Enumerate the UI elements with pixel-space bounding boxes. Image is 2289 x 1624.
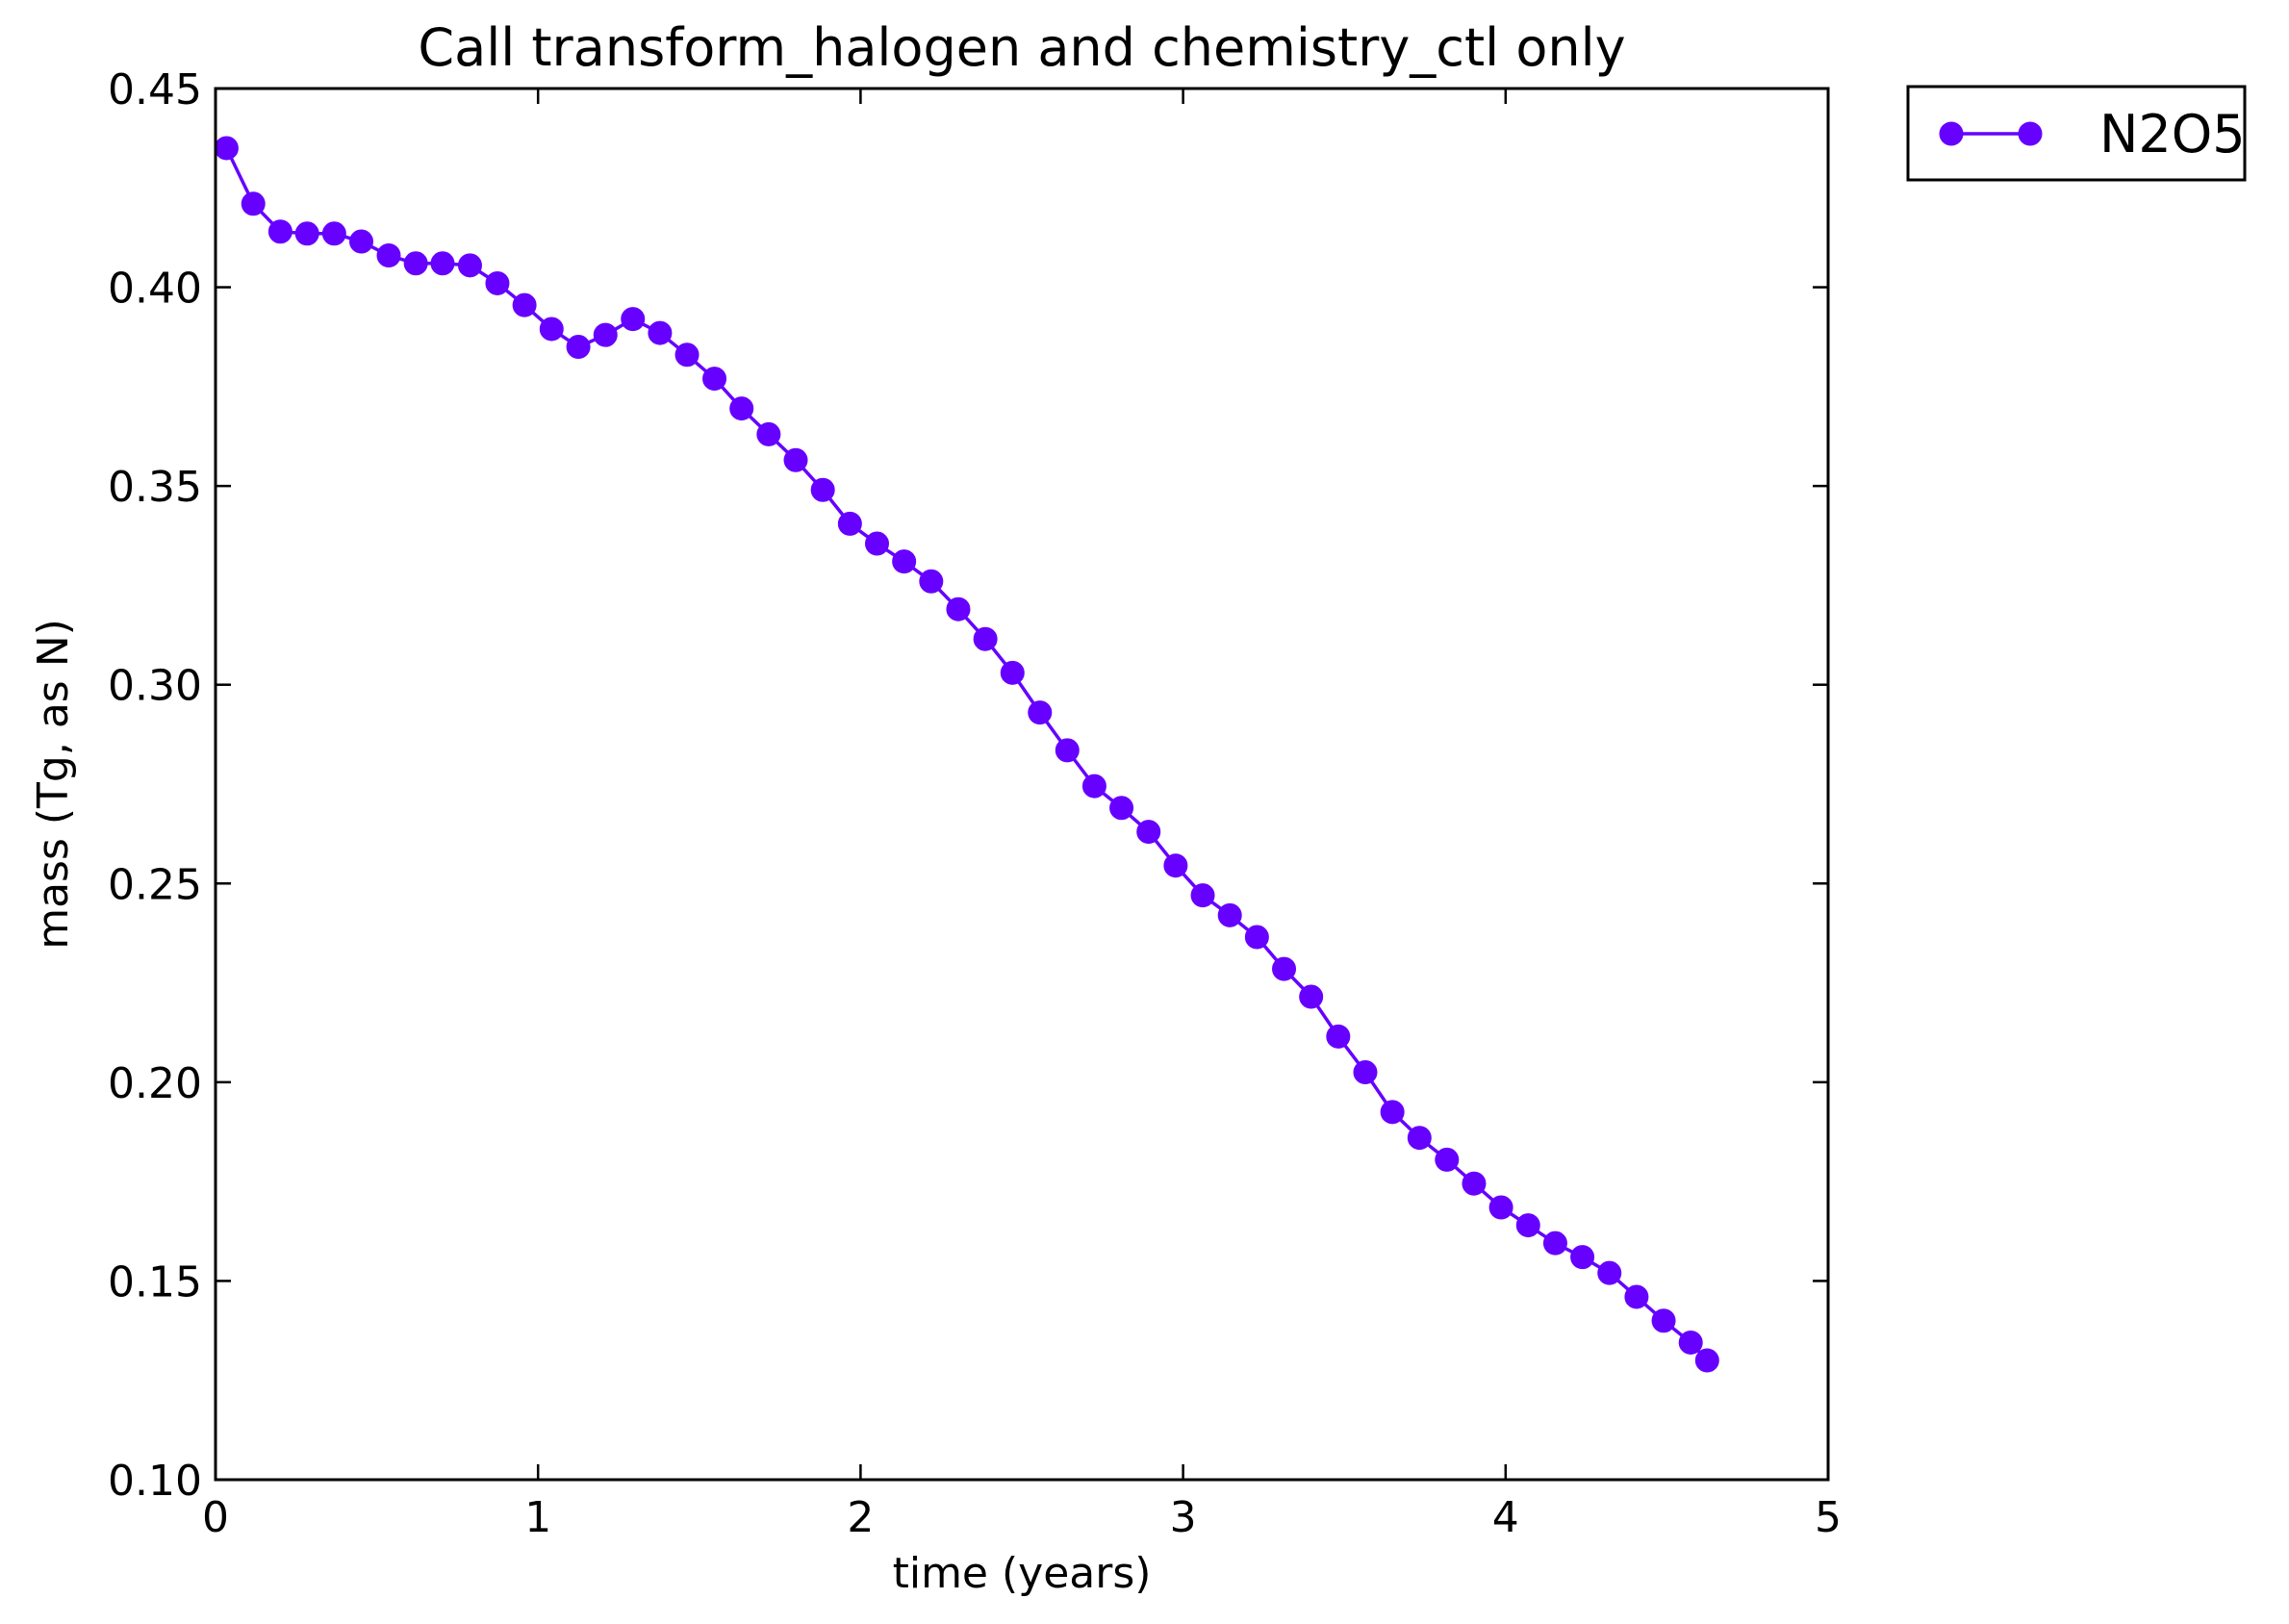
data-point — [1542, 1231, 1567, 1256]
data-point — [1163, 853, 1188, 878]
data-point — [1570, 1245, 1595, 1270]
data-point — [837, 511, 862, 536]
x-tick-label: 3 — [1170, 1493, 1197, 1542]
data-point — [674, 343, 699, 368]
data-point — [783, 447, 808, 472]
data-point — [1272, 956, 1297, 981]
data-point — [1678, 1330, 1703, 1355]
legend: N2O5 — [1906, 85, 2247, 182]
data-point — [512, 292, 537, 317]
y-tick-label: 0.45 — [108, 65, 202, 114]
data-point — [294, 221, 319, 246]
data-point — [1081, 774, 1106, 799]
data-point — [702, 367, 727, 392]
data-point — [1217, 902, 1242, 927]
data-point — [919, 569, 944, 594]
data-point — [810, 477, 835, 502]
data-point — [241, 191, 266, 216]
data-point — [430, 251, 455, 276]
plot-frame — [214, 87, 1830, 1482]
y-tick-label: 0.35 — [108, 463, 202, 512]
data-point — [1190, 883, 1215, 908]
data-point — [1299, 984, 1324, 1009]
data-point — [1000, 660, 1025, 685]
x-axis-label: time (years) — [893, 1549, 1152, 1598]
data-point — [1488, 1195, 1513, 1220]
y-axis-label: mass (Tg, as N) — [29, 619, 78, 950]
data-point — [214, 136, 239, 161]
y-tick-label: 0.10 — [108, 1457, 202, 1506]
data-point — [1515, 1213, 1540, 1238]
data-point — [864, 531, 889, 556]
chart-title: Call transform_halogen and chemistry_ctl… — [418, 17, 1625, 78]
y-tick-label: 0.15 — [108, 1257, 202, 1307]
data-point — [973, 626, 998, 651]
data-point — [1326, 1024, 1351, 1049]
data-point — [1624, 1284, 1649, 1309]
y-tick-label: 0.25 — [108, 860, 202, 909]
data-point — [1597, 1260, 1622, 1285]
x-tick-label: 2 — [847, 1493, 874, 1542]
data-point — [403, 251, 428, 276]
data-point — [349, 229, 374, 254]
data-point — [1109, 796, 1134, 821]
data-point — [566, 335, 591, 360]
data-point — [321, 221, 346, 246]
data-point — [1462, 1171, 1487, 1196]
data-point — [267, 219, 292, 244]
x-tick-label: 1 — [524, 1493, 551, 1542]
data-point — [1380, 1100, 1405, 1125]
data-point — [1028, 700, 1053, 725]
data-point — [756, 421, 781, 446]
data-point — [1651, 1308, 1676, 1333]
axis-ticks: 0 1 2 3 4 5 0.10 0.15 0.20 0.25 0.30 0.35 0.40 0.45 — [108, 65, 1842, 1542]
data-series — [214, 136, 1719, 1373]
data-point — [376, 243, 401, 268]
data-point — [1136, 820, 1161, 845]
data-point — [946, 596, 971, 622]
legend-label-n2o5: N2O5 — [2099, 104, 2246, 165]
data-point — [593, 322, 618, 347]
data-point — [892, 549, 917, 574]
data-point — [539, 317, 564, 342]
x-tick-label: 0 — [202, 1493, 229, 1542]
data-point — [457, 253, 482, 278]
x-tick-label: 5 — [1815, 1493, 1842, 1542]
y-tick-label: 0.20 — [108, 1059, 202, 1108]
data-point — [648, 320, 673, 345]
x-tick-label: 4 — [1492, 1493, 1519, 1542]
data-point — [1435, 1147, 1460, 1172]
data-point — [729, 396, 754, 421]
legend-marker-n2o5 — [2018, 121, 2043, 146]
data-point — [1353, 1060, 1378, 1085]
data-point — [1244, 925, 1269, 950]
data-point — [1694, 1348, 1719, 1373]
y-tick-label: 0.30 — [108, 662, 202, 711]
data-point — [1407, 1126, 1432, 1151]
y-tick-label: 0.40 — [108, 265, 202, 314]
data-point — [485, 270, 510, 295]
legend-marker-n2o5 — [1939, 121, 1964, 146]
data-point — [1055, 738, 1080, 763]
data-point — [621, 307, 646, 332]
